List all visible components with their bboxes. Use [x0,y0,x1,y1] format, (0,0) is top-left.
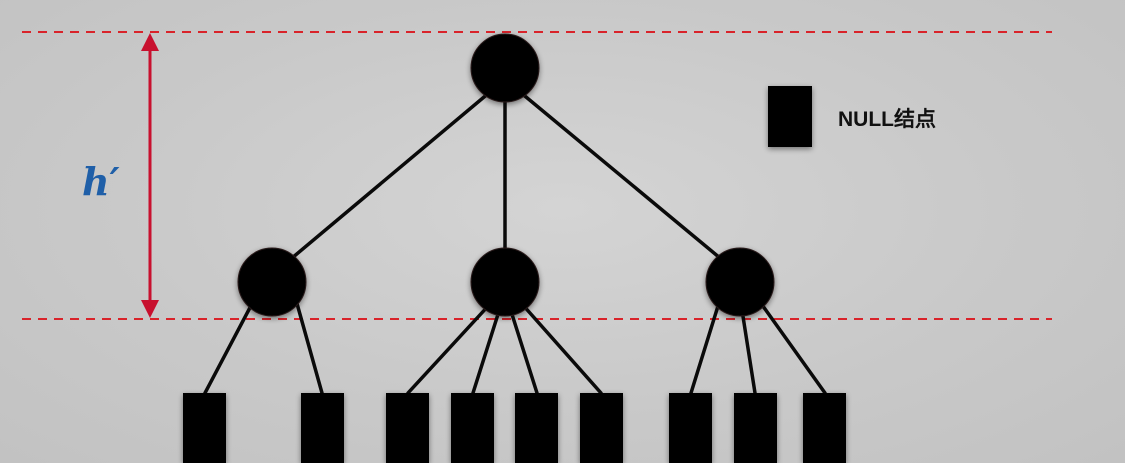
null-node [669,393,712,463]
edge-right-to-null-1 [689,304,720,395]
edge-left-to-null-2 [294,298,324,395]
level1-node-right [705,247,775,317]
null-nodes [183,393,846,463]
edge-middle-to-null-1 [406,302,492,395]
legend-label: NULL结点 [838,108,936,131]
edge-right-to-null-2 [740,308,757,395]
root-edges [290,90,722,260]
root-node [470,33,540,103]
null-node [451,393,494,463]
null-node [386,393,429,463]
height-label: h′ [82,159,120,204]
edge-root-right [518,90,722,260]
legend-null-node-icon [768,86,812,147]
edge-right-to-null-3 [758,300,827,395]
edge-middle-to-null-2 [471,306,502,395]
null-node [803,393,846,463]
null-node [301,393,344,463]
edge-root-left [290,90,492,260]
edge-left-to-null-1 [203,298,256,395]
internal-nodes [237,33,775,317]
level1-node-left [237,247,307,317]
level1-node-middle [470,247,540,317]
null-node [734,393,777,463]
leaf-edges [203,298,827,395]
null-node [183,393,226,463]
null-node [515,393,558,463]
null-node [580,393,623,463]
edge-middle-to-null-4 [520,302,603,395]
edge-middle-to-null-3 [508,306,539,395]
